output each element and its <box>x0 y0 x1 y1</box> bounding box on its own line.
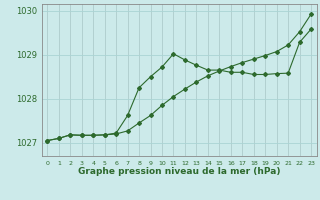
X-axis label: Graphe pression niveau de la mer (hPa): Graphe pression niveau de la mer (hPa) <box>78 167 280 176</box>
